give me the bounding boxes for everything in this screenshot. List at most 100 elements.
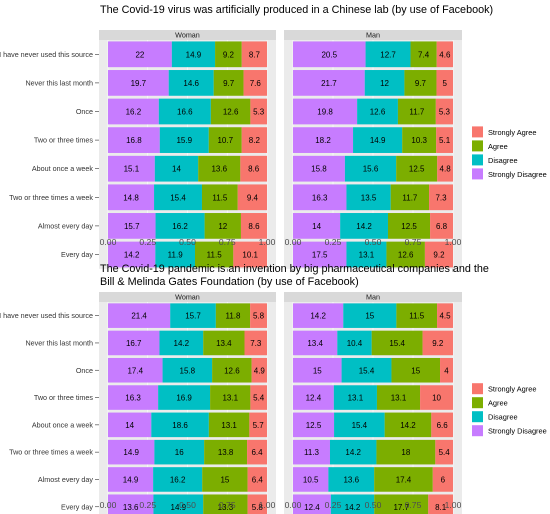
bar-segment-agree: [396, 155, 438, 182]
bar-segment-disagree: [364, 70, 405, 96]
legend-label: Strongly Disagree: [488, 170, 547, 179]
data-label: 12.5: [306, 421, 322, 430]
data-label: 4.8: [440, 165, 452, 174]
data-label: 15.9: [176, 136, 192, 145]
bar-segment-strongly-agree: [241, 41, 267, 68]
data-label: 14.2: [345, 448, 361, 457]
bar-segment-strongly-disagree: [108, 467, 154, 492]
bar-segment-agree: [387, 213, 431, 239]
data-label: 15.4: [389, 339, 405, 348]
data-label: 14.9: [370, 136, 386, 145]
bar-segment-disagree: [344, 155, 397, 182]
data-label: 11.5: [409, 312, 425, 321]
data-label: 6: [441, 475, 446, 484]
y-tick-label: Never this last month: [25, 338, 93, 347]
bar-segment-agree: [410, 41, 437, 68]
data-label: 14.8: [123, 193, 139, 202]
data-label: 13.3: [218, 503, 234, 512]
bar-segment-disagree: [159, 127, 209, 153]
bar-segment-strongly-agree: [250, 98, 267, 125]
data-label: 5.3: [439, 108, 451, 117]
bar-segment-strongly-agree: [251, 357, 267, 383]
bar-segment-disagree: [334, 412, 385, 438]
chart-title: The Covid-19 virus was artificially prod…: [100, 4, 493, 16]
facet-strip: [99, 30, 276, 40]
bar-segment-agree: [210, 98, 251, 125]
data-label: 15: [313, 366, 322, 375]
data-label: 14.2: [345, 503, 361, 512]
bar-segment-agree: [371, 330, 423, 356]
data-label: 10.7: [217, 136, 233, 145]
data-label: 11.7: [402, 193, 418, 202]
bar-segment-strongly-agree: [437, 303, 453, 328]
facet-label: Man: [366, 293, 380, 302]
bar-segment-strongly-disagree: [293, 70, 365, 96]
bar-segment-strongly-agree: [435, 439, 453, 465]
y-tick-label: I have never used this source: [0, 311, 93, 320]
data-label: 12: [380, 79, 389, 88]
bar-segment-strongly-disagree: [293, 385, 334, 410]
bar-segment-disagree: [171, 41, 216, 68]
bar-segment-strongly-agree: [247, 467, 267, 492]
bar-segment-agree: [374, 494, 429, 514]
bar-segment-disagree: [154, 155, 199, 182]
data-label: 14.2: [124, 251, 140, 260]
bar-segment-disagree: [168, 70, 214, 96]
bar-segment-disagree: [343, 303, 397, 328]
facet-label: Woman: [175, 31, 200, 40]
bar-segment-strongly-disagree: [293, 213, 341, 239]
data-label: 6.6: [437, 421, 449, 430]
data-label: 12.5: [401, 222, 417, 231]
bar-segment-strongly-agree: [430, 213, 453, 239]
data-label: 17.4: [127, 366, 143, 375]
bar-segment-strongly-disagree: [293, 303, 344, 328]
bar-segment-agree: [201, 184, 238, 211]
data-label: 13.1: [221, 421, 237, 430]
bar-segment-agree: [402, 127, 437, 153]
bar-segment-disagree: [155, 213, 205, 239]
data-label: 14: [312, 222, 321, 231]
panel-woman: Woman 22 14.9 9.2 8.7 19.7 14.6 9.7 7.6 16.2 16.6 1…: [99, 30, 276, 272]
data-label: 13.4: [307, 339, 323, 348]
bar-segment-disagree: [357, 98, 398, 125]
legend: Strongly Agree Agree Disagree Strongly Disa…: [472, 383, 547, 437]
data-label: 5.4: [253, 394, 265, 403]
panel-man: Man 14.2 15 11.5 4.5 13.4 10.4 15.4 9.2 15 15.4 15 4…: [284, 292, 462, 514]
bar-segment-disagree: [333, 385, 377, 410]
data-label: 13.6: [123, 503, 139, 512]
legend-label: Strongly Disagree: [488, 427, 547, 436]
data-label: 15.8: [180, 366, 196, 375]
y-tick-label: Two or three times: [34, 136, 94, 145]
data-label: 4.5: [439, 312, 451, 321]
data-label: 5.4: [439, 448, 451, 457]
bar-segment-strongly-agree: [436, 127, 453, 153]
x-tick-label: 0.50: [179, 237, 196, 247]
chart-virus-lab: The Covid-19 virus was artificially prod…: [0, 4, 547, 272]
bar-segment-strongly-disagree: [293, 412, 335, 438]
data-label: 10: [432, 394, 441, 403]
data-label: 15.4: [359, 366, 375, 375]
data-label: 6.8: [436, 222, 448, 231]
data-label: 12: [218, 222, 227, 231]
bar-segment-agree: [212, 357, 252, 383]
data-label: 18.2: [315, 136, 331, 145]
chart-title-line-2: Bill & Melinda Gates Foundation (by use …: [100, 276, 359, 288]
data-label: 12.6: [223, 108, 239, 117]
data-label: 12.4: [306, 394, 322, 403]
x-tick-label: 0.25: [325, 500, 342, 510]
x-tick-label: 0.75: [219, 500, 236, 510]
bar-segment-strongly-agree: [250, 303, 267, 328]
bar-segment-agree: [204, 439, 248, 465]
bar-segment-strongly-disagree: [108, 357, 163, 383]
x-tick-label: 0.50: [365, 500, 382, 510]
bar-segment-disagree: [159, 330, 204, 356]
legend-swatch-strongly-disagree: [472, 168, 483, 180]
data-label: 14.2: [310, 312, 326, 321]
bar-segment-strongly-agree: [431, 412, 453, 438]
data-label: 15.4: [352, 421, 368, 430]
data-label: 5.8: [253, 312, 265, 321]
bar-segment-agree: [198, 155, 241, 182]
x-tick-label: 1.00: [259, 237, 276, 247]
bar-segment-strongly-disagree: [293, 41, 366, 68]
